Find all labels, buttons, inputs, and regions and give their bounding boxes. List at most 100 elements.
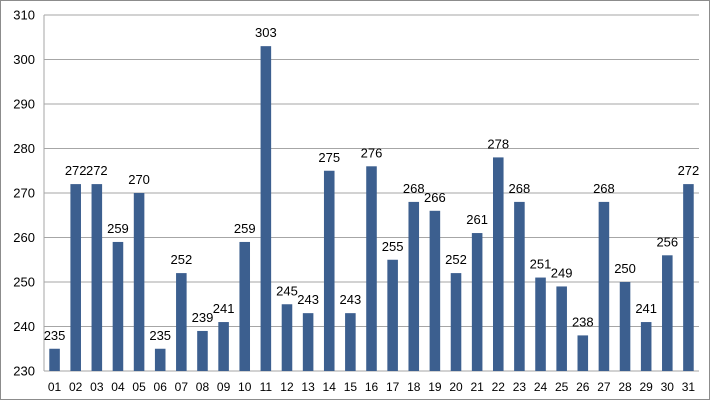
bar-29 — [640, 322, 652, 371]
data-label-09: 241 — [213, 301, 235, 316]
x-tick-label-14: 14 — [323, 380, 337, 394]
x-tick-label-27: 27 — [597, 380, 611, 394]
x-tick-label-30: 30 — [661, 380, 675, 394]
bar-17 — [387, 259, 398, 371]
x-tick-label-09: 09 — [217, 380, 231, 394]
x-tick-label-19: 19 — [428, 380, 442, 394]
data-label-07: 252 — [170, 252, 192, 267]
x-tick-label-02: 02 — [69, 380, 83, 394]
x-tick-label-08: 08 — [196, 380, 210, 394]
data-label-01: 235 — [44, 328, 66, 343]
y-tick-label: 280 — [13, 141, 35, 156]
x-tick-label-12: 12 — [280, 380, 294, 394]
data-label-08: 239 — [192, 310, 214, 325]
x-tick-label-31: 31 — [682, 380, 696, 394]
data-label-22: 278 — [487, 136, 509, 151]
data-label-10: 259 — [234, 221, 256, 236]
x-tick-label-11: 11 — [260, 380, 273, 394]
x-tick-label-17: 17 — [386, 380, 400, 394]
data-label-03: 272 — [86, 163, 108, 178]
data-label-15: 243 — [340, 292, 362, 307]
data-label-21: 261 — [466, 212, 488, 227]
x-tick-label-16: 16 — [365, 380, 379, 394]
data-label-31: 272 — [678, 163, 700, 178]
bar-13 — [302, 313, 314, 371]
data-label-06: 235 — [149, 328, 171, 343]
bar-15 — [345, 313, 356, 371]
y-tick-label: 260 — [13, 230, 35, 245]
bar-23 — [514, 201, 525, 371]
x-tick-label-22: 22 — [492, 380, 506, 394]
bar-31 — [683, 184, 694, 371]
x-tick-label-10: 10 — [238, 380, 252, 394]
x-tick-label-23: 23 — [513, 380, 527, 394]
data-label-28: 250 — [614, 261, 636, 276]
x-tick-label-13: 13 — [301, 380, 315, 394]
bar-05 — [133, 193, 145, 371]
data-label-18: 268 — [403, 181, 425, 196]
bar-07 — [176, 273, 187, 371]
data-label-02: 272 — [65, 163, 87, 178]
data-label-30: 256 — [656, 234, 678, 249]
data-label-11: 303 — [255, 25, 277, 40]
bar-19 — [429, 210, 441, 371]
y-tick-label: 300 — [13, 52, 35, 67]
x-tick-label-04: 04 — [111, 380, 125, 394]
bar-27 — [598, 201, 610, 371]
bar-series — [49, 46, 694, 372]
bar-20 — [450, 273, 462, 371]
data-label-16: 276 — [361, 145, 383, 160]
x-tick-label-20: 20 — [449, 380, 463, 394]
y-tick-label: 290 — [13, 97, 35, 112]
x-axis: 01 02 03 04 05 06 07 08 09 10 11 12 13 14 15 16 17 18 19 20… — [48, 380, 696, 394]
x-tick-label-07: 07 — [175, 380, 189, 394]
x-tick-label-25: 25 — [555, 380, 569, 394]
y-tick-label: 250 — [13, 275, 35, 290]
bar-06 — [154, 348, 166, 371]
bar-26 — [577, 335, 589, 371]
data-label-17: 255 — [382, 239, 404, 254]
y-tick-label: 310 — [13, 8, 35, 23]
bar-30 — [662, 255, 673, 371]
data-label-26: 238 — [572, 314, 594, 329]
bar-12 — [281, 304, 293, 371]
x-tick-label-28: 28 — [618, 380, 632, 394]
bar-14 — [323, 170, 335, 371]
x-tick-label-26: 26 — [576, 380, 590, 394]
bar-16 — [366, 166, 377, 371]
x-tick-label-06: 06 — [154, 380, 168, 394]
data-label-27: 268 — [593, 181, 615, 196]
bar-28 — [619, 282, 631, 371]
data-label-20: 252 — [445, 252, 467, 267]
data-label-05: 270 — [128, 172, 150, 187]
bar-01 — [49, 348, 60, 371]
data-label-14: 275 — [318, 150, 340, 165]
y-tick-label: 240 — [13, 319, 35, 334]
y-tick-label: 230 — [13, 364, 35, 379]
x-tick-label-01: 01 — [48, 380, 62, 394]
bar-02 — [70, 184, 81, 371]
data-label-13: 243 — [297, 292, 319, 307]
data-label-29: 241 — [635, 301, 657, 316]
x-tick-label-21: 21 — [470, 380, 484, 394]
bar-03 — [91, 184, 103, 371]
data-label-25: 249 — [551, 265, 573, 280]
bar-10 — [239, 241, 251, 371]
bar-25 — [556, 286, 567, 371]
bar-21 — [471, 233, 483, 371]
y-tick-label: 270 — [13, 186, 35, 201]
data-label-23: 268 — [509, 181, 531, 196]
bar-09 — [218, 322, 229, 371]
data-label-12: 245 — [276, 283, 298, 298]
bar-11 — [260, 46, 272, 372]
x-tick-label-29: 29 — [639, 380, 653, 394]
x-tick-label-03: 03 — [90, 380, 104, 394]
bar-18 — [408, 201, 420, 371]
x-tick-label-05: 05 — [132, 380, 146, 394]
y-axis: 230 240 250 260 270 280 290 300 310 — [13, 8, 35, 379]
bar-24 — [535, 277, 546, 371]
bar-08 — [197, 330, 208, 371]
